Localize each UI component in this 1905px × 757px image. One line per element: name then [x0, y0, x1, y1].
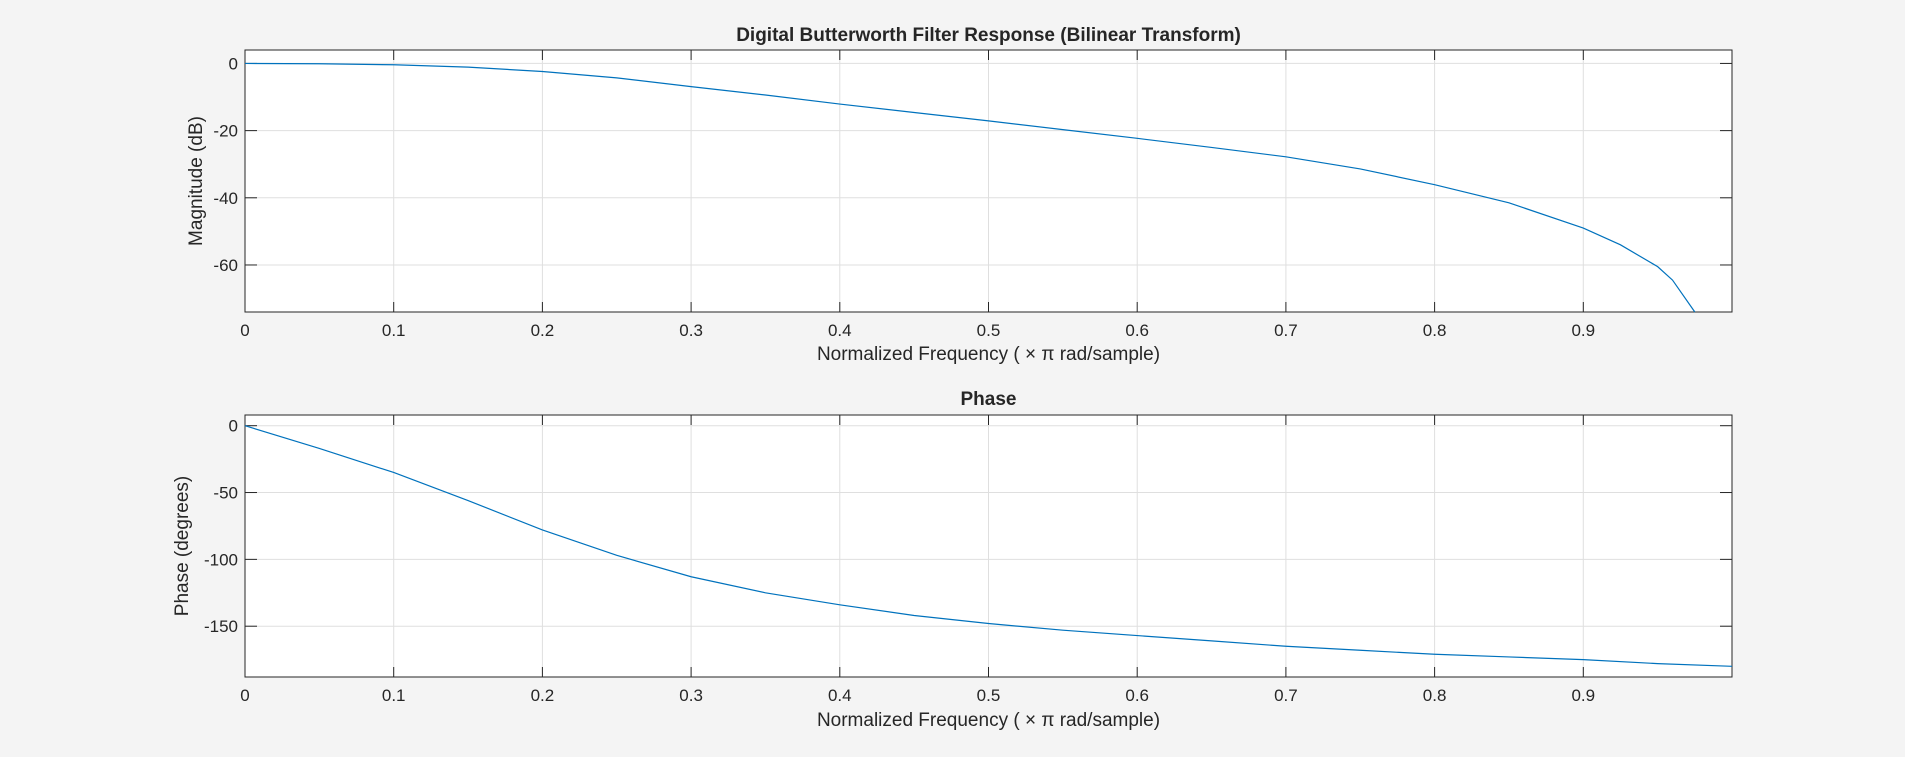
magnitude-x-tick-label: 0.3	[679, 321, 703, 340]
phase-ticks	[244, 415, 1732, 677]
phase-x-tick-label: 0.4	[828, 686, 852, 705]
magnitude-grid	[244, 50, 1732, 312]
phase-x-tick-label: 0.3	[679, 686, 703, 705]
phase-x-tick-label: 0.6	[1125, 686, 1149, 705]
phase-title: Phase	[961, 389, 1017, 410]
phase-x-tick-label: 0.5	[977, 686, 1001, 705]
magnitude-x-tick-label: 0.7	[1274, 321, 1298, 340]
magnitude-y-tick-label: 0	[229, 54, 238, 73]
phase-x-tick-label: 0.1	[382, 686, 406, 705]
magnitude-y-axis-label: Magnitude (dB)	[186, 116, 207, 246]
phase-x-tick-labels: 0 0.1 0.2 0.3 0.4 0.5 0.6 0.7 0.8 0.9	[240, 686, 1595, 705]
magnitude-y-tick-label: -40	[213, 189, 238, 208]
magnitude-x-tick-label: 0.5	[977, 321, 1001, 340]
magnitude-x-tick-label: 0.6	[1125, 321, 1149, 340]
magnitude-axes-box	[244, 49, 1733, 313]
phase-x-tick-label: 0.8	[1423, 686, 1447, 705]
magnitude-x-tick-label: 0.8	[1423, 321, 1447, 340]
magnitude-y-tick-labels: 0 -20 -40 -60	[213, 54, 238, 275]
magnitude-x-axis-label: Normalized Frequency ( × π rad/sample)	[817, 344, 1160, 365]
magnitude-x-tick-label: 0.9	[1571, 321, 1595, 340]
phase-subplot: 0 0.1 0.2 0.3 0.4 0.5 0.6 0.7 0.8 0.9 0 -50 -100 -15…	[172, 389, 1733, 731]
phase-x-axis-label: Normalized Frequency ( × π rad/sample)	[817, 710, 1160, 731]
magnitude-y-tick-label: -60	[213, 256, 238, 275]
magnitude-title: Digital Butterworth Filter Response (Bil…	[736, 25, 1241, 46]
phase-axes-box	[244, 414, 1733, 678]
phase-x-tick-label: 0.7	[1274, 686, 1298, 705]
phase-line	[244, 425, 1733, 667]
phase-x-tick-label: 0	[240, 686, 249, 705]
magnitude-y-tick-label: -20	[213, 122, 238, 141]
magnitude-x-tick-labels: 0 0.1 0.2 0.3 0.4 0.5 0.6 0.7 0.8 0.9	[240, 321, 1595, 340]
phase-y-tick-label: -150	[204, 617, 238, 636]
phase-y-tick-label: -100	[204, 550, 238, 569]
phase-y-tick-label: -50	[213, 484, 238, 503]
magnitude-x-tick-label: 0.4	[828, 321, 852, 340]
magnitude-x-tick-label: 0.2	[531, 321, 555, 340]
magnitude-subplot: 0 0.1 0.2 0.3 0.4 0.5 0.6 0.7 0.8 0.9 0-20-40-60 …	[186, 25, 1733, 365]
phase-y-axis-label: Phase (degrees)	[172, 476, 193, 616]
phase-y-tick-labels: 0 -50 -100 -150	[204, 417, 238, 637]
magnitude-x-tick-label: 0.1	[382, 321, 406, 340]
magnitude-line	[244, 62, 1696, 313]
phase-x-tick-label: 0.2	[531, 686, 555, 705]
phase-x-tick-label: 0.9	[1571, 686, 1595, 705]
magnitude-x-tick-label: 0	[240, 321, 249, 340]
phase-y-tick-label: 0	[229, 417, 238, 436]
